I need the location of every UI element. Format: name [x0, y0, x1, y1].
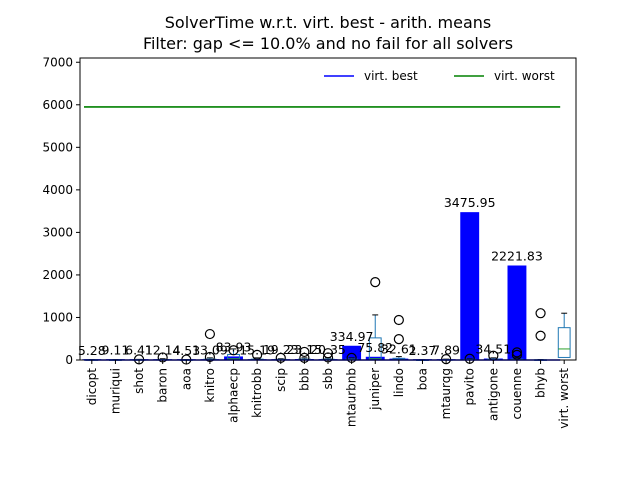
data-label: 5.28 [78, 343, 106, 358]
data-label: 12.14 [145, 342, 181, 357]
data-label: 3475.95 [444, 195, 496, 210]
x-tick-label: couenne [510, 368, 524, 420]
x-tick-label: mtaurqg [439, 368, 453, 419]
outlier-point [535, 308, 546, 319]
x-tick-label: dicopt [85, 368, 99, 406]
y-tick-label: 5000 [42, 140, 73, 154]
axes-frame [79, 57, 577, 361]
boxplot-virt-worst [557, 312, 571, 358]
legend-label: virt. worst [494, 69, 555, 83]
box [557, 327, 571, 358]
x-tick-label: mtaurbnb [345, 368, 359, 427]
data-label: 4.53 [172, 343, 200, 358]
x-tick-label: baron [156, 368, 170, 403]
x-tick-label: aoa [179, 368, 193, 390]
plot-area: 5.289.116.4112.144.5313.0983.9315.1919.2… [42, 55, 577, 429]
y-tick-label: 7000 [42, 55, 73, 69]
data-label: 2221.83 [491, 248, 543, 263]
chart-subtitle: Filter: gap <= 10.0% and no fail for all… [143, 34, 513, 53]
x-tick-label: juniper [368, 368, 382, 411]
x-tick-label: sbb [321, 368, 335, 390]
outlier-point [511, 347, 523, 358]
outlier-point [228, 345, 239, 356]
bar-couenne [507, 265, 527, 360]
x-tick-label: virt. worst [557, 368, 571, 429]
outlier-point [393, 334, 404, 345]
y-tick-label: 6000 [42, 98, 73, 112]
data-label: 19.23 [263, 342, 299, 357]
x-tick-label: muriqui [108, 368, 122, 414]
data-label: 6.41 [125, 343, 153, 358]
x-tick-label: bhyb [534, 368, 548, 398]
data-label: 20.35 [310, 342, 346, 357]
legend-label: virt. best [364, 69, 418, 83]
y-tick-label: 1000 [42, 310, 73, 324]
data-label: 83.93 [216, 339, 252, 354]
bar-alphaecp [224, 356, 243, 360]
y-tick-label: 3000 [42, 225, 73, 239]
chart-title: SolverTime w.r.t. virt. best - arith. me… [165, 13, 491, 32]
outlier-point [299, 346, 310, 358]
x-tick-label: antigone [486, 368, 500, 421]
bar-pavito [460, 212, 480, 360]
x-tick-label: boa [415, 368, 429, 390]
x-tick-label: knitro [203, 368, 217, 403]
x-tick-label: pavito [463, 368, 477, 405]
data-label: 9.11 [102, 343, 130, 358]
data-label: 13.09 [192, 342, 228, 357]
data-label: 2.37 [409, 343, 437, 358]
y-tick-label: 2000 [42, 268, 73, 282]
x-tick-label: knitrobb [250, 368, 264, 418]
data-label: 34.51 [475, 342, 511, 357]
outlier-point [370, 277, 381, 288]
x-tick-label: lindo [392, 368, 406, 397]
y-tick-label: 4000 [42, 183, 73, 197]
boxplot-bhyb [534, 308, 547, 361]
legend: virt. best virt. worst [324, 69, 555, 83]
x-tick-label: scip [274, 368, 288, 392]
outlier-point [535, 330, 546, 341]
outlier-point [393, 314, 404, 326]
data-label: 32.61 [381, 342, 417, 357]
x-tick-label: alphaecp [227, 368, 241, 423]
outlier-point [204, 328, 216, 340]
x-tick-label: bbb [297, 368, 311, 391]
data-label: 23.15 [286, 342, 322, 357]
outlier-point [322, 348, 334, 359]
data-label: 7.89 [432, 343, 460, 358]
data-label: 334.97 [330, 329, 374, 344]
data-label: 75.82 [357, 340, 393, 355]
y-tick-label: 0 [65, 353, 73, 367]
data-label: 15.19 [239, 342, 275, 357]
x-tick-label: shot [132, 368, 146, 394]
